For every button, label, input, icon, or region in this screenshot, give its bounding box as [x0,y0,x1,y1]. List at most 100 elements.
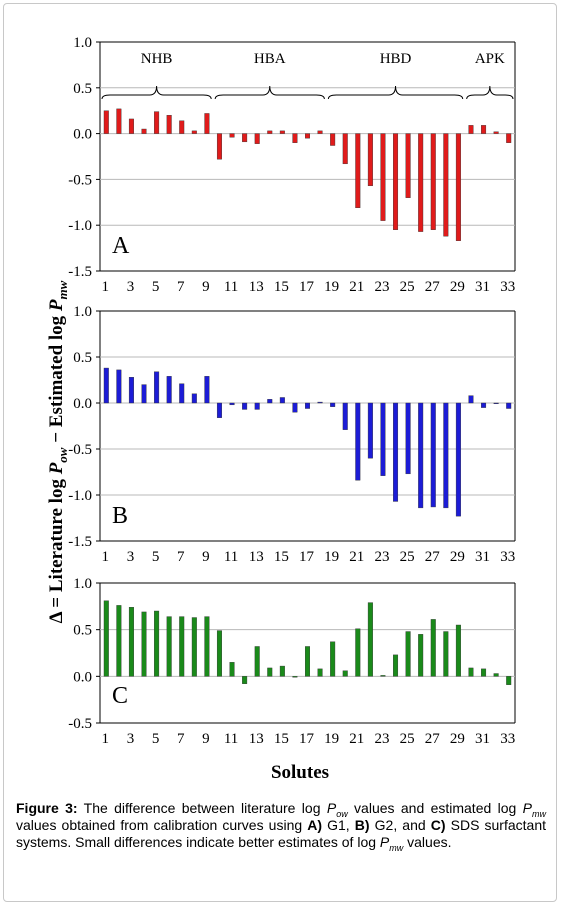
group-brace-hbd [327,85,464,100]
bar-A-13 [254,133,260,144]
x-tick-label-B: 17 [299,549,315,565]
bar-C-23 [380,675,386,677]
x-tick-label-A: 17 [299,279,315,295]
x-tick-label-C: 5 [152,731,160,747]
x-tick-label-C: 23 [374,731,389,747]
bar-A-18 [317,130,323,134]
bar-B-19 [330,402,336,407]
bar-A-2 [116,108,122,134]
x-tick-label-C: 19 [324,731,339,747]
bar-B-28 [443,402,449,509]
x-tick-label-A: 27 [425,279,441,295]
y-tick-label-A: -1.0 [68,218,92,234]
x-tick-label-C: 1 [102,731,110,747]
bar-A-32 [493,131,499,134]
bar-C-13 [254,646,260,677]
bar-C-20 [342,670,348,677]
bar-B-29 [455,402,461,517]
y-tick-label-B: 0.0 [73,396,92,412]
x-tick-label-C: 11 [224,731,238,747]
caption-sub-3: mw [389,842,404,853]
caption-p-3: P [379,834,390,850]
bar-B-15 [279,397,285,404]
bar-A-22 [367,133,373,187]
bar-C-8 [191,617,197,677]
bar-A-29 [455,133,461,241]
x-tick-label-B: 27 [425,549,441,565]
x-tick-label-C: 31 [475,731,490,747]
bar-A-25 [405,133,411,198]
bar-A-9 [204,113,210,134]
x-tick-label-B: 7 [177,549,185,565]
y-tick-label-A: -0.5 [68,172,92,188]
x-tick-label-C: 25 [400,731,415,747]
x-tick-label-B: 31 [475,549,490,565]
figure-frame [3,3,557,902]
bar-A-33 [506,133,512,143]
bar-A-3 [128,118,134,134]
bar-B-13 [254,402,260,410]
bar-B-22 [367,402,373,459]
bar-C-28 [443,631,449,677]
bar-A-24 [393,133,399,230]
x-tick-label-A: 25 [400,279,415,295]
caption-text-3: values obtained from calibration curves … [16,817,308,833]
bar-B-24 [393,402,399,502]
bar-A-6 [166,115,172,134]
y-tick-label-A: 0.0 [73,127,92,143]
x-tick-label-A: 9 [202,279,210,295]
bar-C-17 [305,646,311,677]
x-tick-label-B: 21 [349,549,364,565]
x-tick-label-A: 31 [475,279,490,295]
caption-p-1: P [326,800,337,816]
bar-B-3 [128,377,134,404]
bar-B-6 [166,376,172,404]
bar-B-30 [468,395,474,404]
caption-sub-1: ow [336,808,348,819]
bar-B-21 [355,402,361,481]
bar-B-33 [506,402,512,409]
x-tick-label-C: 3 [127,731,135,747]
bar-C-4 [141,611,147,677]
y-tick-label-B: -1.5 [68,534,92,550]
bar-B-20 [342,402,348,430]
bar-C-18 [317,668,323,677]
bar-B-4 [141,384,147,404]
x-tick-label-B: 3 [127,549,135,565]
x-tick-label-A: 13 [249,279,264,295]
bar-B-23 [380,402,386,476]
bar-C-6 [166,616,172,677]
bar-A-1 [103,110,109,134]
bar-C-22 [367,602,373,677]
x-tick-label-B: 15 [274,549,289,565]
bar-A-7 [179,120,185,134]
group-label-hbd: HBD [380,51,412,67]
bar-B-27 [430,402,436,508]
bar-C-5 [154,610,160,677]
bar-A-14 [267,130,273,134]
group-label-apk: APK [475,51,505,67]
x-tick-label-A: 21 [349,279,364,295]
caption-text-7: values. [403,834,452,850]
caption-sub-2: mw [532,808,546,819]
x-tick-label-B: 9 [202,549,210,565]
bar-A-4 [141,128,147,134]
x-tick-label-B: 23 [374,549,389,565]
caption-p-2: P [522,800,532,816]
x-tick-label-A: 29 [450,279,465,295]
x-tick-label-B: 13 [249,549,264,565]
bar-A-30 [468,125,474,134]
bar-C-15 [279,665,285,677]
y-tick-label-A: -1.5 [68,264,92,280]
x-tick-label-C: 21 [349,731,364,747]
bar-C-7 [179,616,185,677]
bar-C-2 [116,605,122,677]
bar-C-9 [204,616,210,677]
bar-C-33 [506,676,512,685]
group-brace-nhb [101,85,212,100]
y-tick-label-A: 1.0 [73,35,92,51]
x-tick-label-A: 33 [500,279,515,295]
x-axis-title: Solutes [271,762,329,783]
y-tick-label-C: -0.5 [68,716,92,732]
bar-C-12 [242,676,248,685]
